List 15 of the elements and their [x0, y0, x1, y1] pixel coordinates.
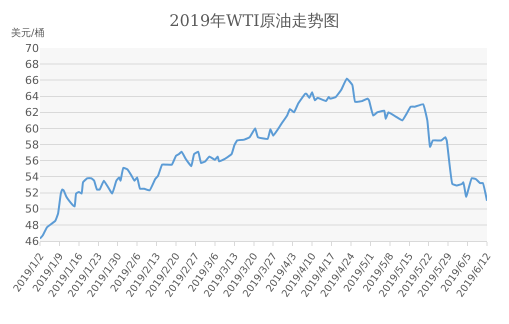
y-tick-label: 46: [25, 234, 39, 248]
y-tick-label: 54: [25, 170, 39, 184]
chart-title: 2019年WTI原油走势图: [169, 10, 340, 30]
y-tick-label: 66: [25, 74, 39, 88]
y-tick-label: 58: [25, 138, 39, 152]
y-tick-label: 64: [25, 90, 39, 104]
y-tick-label: 50: [25, 202, 39, 216]
y-tick-label: 60: [25, 122, 39, 136]
y-axis-title: 美元/桶: [11, 27, 44, 39]
y-tick-label: 48: [25, 218, 39, 232]
y-tick-label: 52: [25, 186, 39, 200]
y-tick-label: 56: [25, 154, 39, 168]
y-tick-label: 62: [25, 106, 39, 120]
y-tick-label: 68: [25, 58, 39, 71]
y-tick-label: 70: [25, 42, 39, 55]
